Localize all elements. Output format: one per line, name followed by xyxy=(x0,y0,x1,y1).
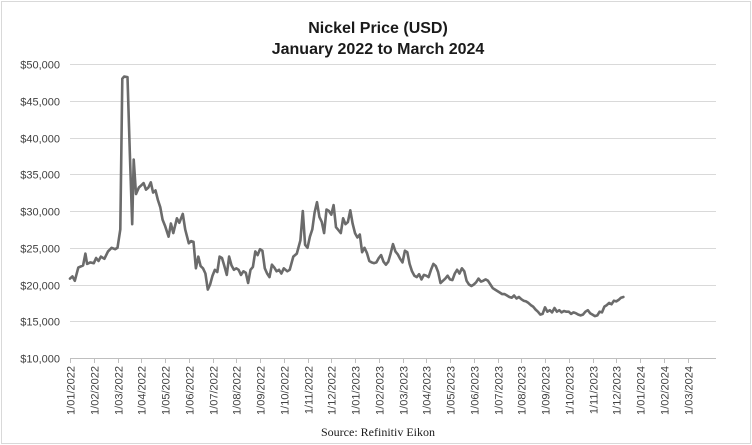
y-tick-label: $20,000 xyxy=(20,281,60,293)
x-tick-label: 1/03/2022 xyxy=(114,366,126,415)
y-tick-label: $25,000 xyxy=(20,244,60,256)
x-tick-label: 1/09/2022 xyxy=(256,366,268,415)
x-tick-label: 1/05/2023 xyxy=(446,366,458,415)
x-tick-label: 1/02/2022 xyxy=(90,366,102,415)
y-tick-label: $50,000 xyxy=(20,60,60,72)
x-tick-label: 1/06/2023 xyxy=(470,366,482,415)
y-tick-label: $30,000 xyxy=(20,207,60,219)
chart-title: Nickel Price (USD) xyxy=(308,20,448,37)
x-tick-label: 1/11/2022 xyxy=(304,366,316,414)
y-tick-label: $10,000 xyxy=(20,354,60,366)
source-note: Source: Refinitiv Eikon xyxy=(321,425,435,439)
x-tick-label: 1/01/2024 xyxy=(636,366,648,415)
series-layer xyxy=(68,75,625,318)
x-tick-label: 1/02/2024 xyxy=(660,366,672,415)
x-tick-label: 1/02/2023 xyxy=(375,366,387,415)
x-tick-label: 1/01/2023 xyxy=(351,366,363,415)
x-tick-label: 1/04/2023 xyxy=(422,366,434,415)
y-axis-tick-labels: $10,000 $15,000 $20,000 $25,000 $30,000 $35,0… xyxy=(20,60,60,366)
y-tick-label: $45,000 xyxy=(20,97,60,109)
x-tick-label: 1/03/2024 xyxy=(684,366,696,415)
x-tick-label: 1/11/2023 xyxy=(589,366,601,414)
chart-subtitle: January 2022 to March 2024 xyxy=(272,41,485,58)
series-line-nickel-price xyxy=(68,75,625,318)
y-tick-label: $40,000 xyxy=(20,134,60,146)
x-tick-label: 1/01/2022 xyxy=(66,366,78,415)
y-tick-label: $15,000 xyxy=(20,317,60,329)
x-tick-label: 1/07/2022 xyxy=(209,366,221,415)
y-tick-label: $35,000 xyxy=(20,170,60,182)
x-tick-label: 1/08/2023 xyxy=(517,366,529,415)
x-tick-label: 1/04/2022 xyxy=(137,366,149,415)
x-tick-label: 1/12/2023 xyxy=(612,366,624,415)
x-tick-label: 1/10/2022 xyxy=(280,366,292,415)
x-tick-label: 1/05/2022 xyxy=(161,366,173,415)
x-tick-label: 1/09/2023 xyxy=(541,366,553,415)
x-tick-label: 1/12/2022 xyxy=(327,366,339,415)
x-axis-tick-labels: 1/01/2022 1/02/2022 1/03/2022 1/04/2022 1/05… xyxy=(66,366,696,415)
x-tick-label: 1/07/2023 xyxy=(494,366,506,415)
x-tick-label: 1/10/2023 xyxy=(565,366,577,415)
gridlines xyxy=(70,64,716,322)
x-tick-label: 1/03/2023 xyxy=(399,366,411,415)
x-tick-label: 1/06/2022 xyxy=(185,366,197,415)
axes xyxy=(70,358,716,363)
x-tick-label: 1/08/2022 xyxy=(232,366,244,415)
